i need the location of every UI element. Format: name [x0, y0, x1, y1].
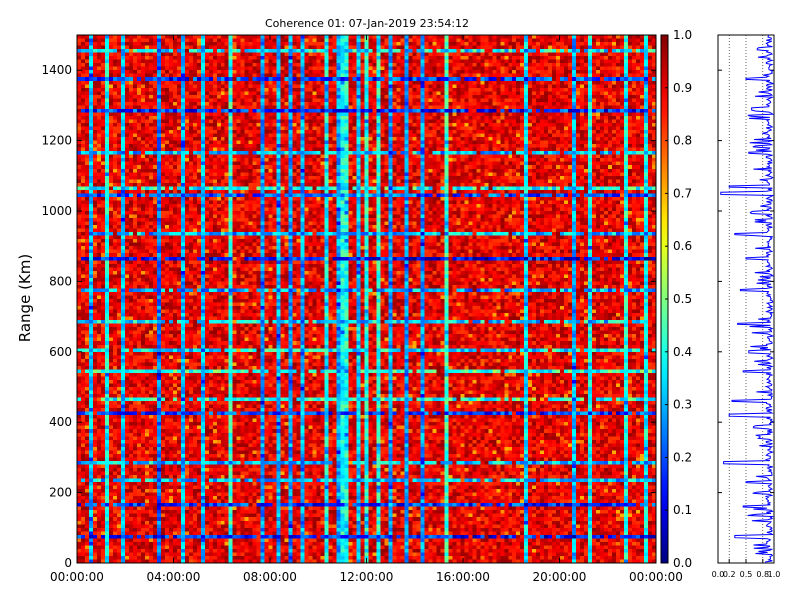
profile-x-tick-label: 0.2: [723, 570, 736, 579]
colorbar-tick-label: 1.0: [673, 28, 692, 42]
y-tick-label: 1200: [41, 134, 72, 148]
heatmap-axes: 00:00:00 04:00:00 08:00:00 12:00:00 16:00:00…: [41, 34, 683, 584]
colorbar-tick-label: 0.1: [673, 503, 692, 517]
heatmap-plot: [77, 35, 656, 563]
x-tick-label: 00:00:00: [629, 570, 683, 584]
chart-title: Coherence 01: 07-Jan-2019 23:54:12: [265, 17, 469, 30]
profile-x-tick-label: 1.0: [768, 570, 781, 579]
y-tick-label: 0: [64, 556, 72, 570]
profile-x-tick-label: 0.5: [740, 570, 753, 579]
y-tick-label: 1400: [41, 63, 72, 77]
x-tick-label: 08:00:00: [243, 570, 297, 584]
y-tick-label: 600: [49, 345, 72, 359]
profile-x-tick-label: 0.0: [712, 570, 725, 579]
x-tick-label: 20:00:00: [533, 570, 587, 584]
y-tick-label: 400: [49, 415, 72, 429]
colorbar-tick-label: 0.8: [673, 134, 692, 148]
x-tick-label: 04:00:00: [147, 570, 201, 584]
y-tick-label: 800: [49, 274, 72, 288]
x-tick-label: 12:00:00: [340, 570, 394, 584]
y-tick-label: 200: [49, 486, 72, 500]
coherence-heatmap-image: [77, 35, 656, 563]
x-tick-label: 16:00:00: [436, 570, 490, 584]
colorbar-tick-label: 0.5: [673, 292, 692, 306]
colorbar-tick-label: 0.6: [673, 239, 692, 253]
colorbar-tick-label: 0.9: [673, 81, 692, 95]
y-tick-label: 1000: [41, 204, 72, 218]
colorbar: 0.0 0.1 0.2 0.3 0.4 0.5 0.6 0.7 0.8 0.9 1.0: [660, 28, 692, 570]
colorbar-tick-label: 0.4: [673, 345, 692, 359]
profile-x-tick-label: 0.8: [756, 570, 769, 579]
coherence-profile-line: [720, 35, 775, 563]
colorbar-tick-label: 0.0: [673, 556, 692, 570]
colorbar-tick-label: 0.7: [673, 186, 692, 200]
colorbar-tick-label: 0.2: [673, 450, 692, 464]
coherence-profile-plot: 0.00.2 0.5 0.81.0: [712, 34, 781, 579]
x-tick-label: 00:00:00: [50, 570, 104, 584]
y-axis-label: Range (Km): [16, 254, 34, 342]
colorbar-tick-label: 0.3: [673, 398, 692, 412]
